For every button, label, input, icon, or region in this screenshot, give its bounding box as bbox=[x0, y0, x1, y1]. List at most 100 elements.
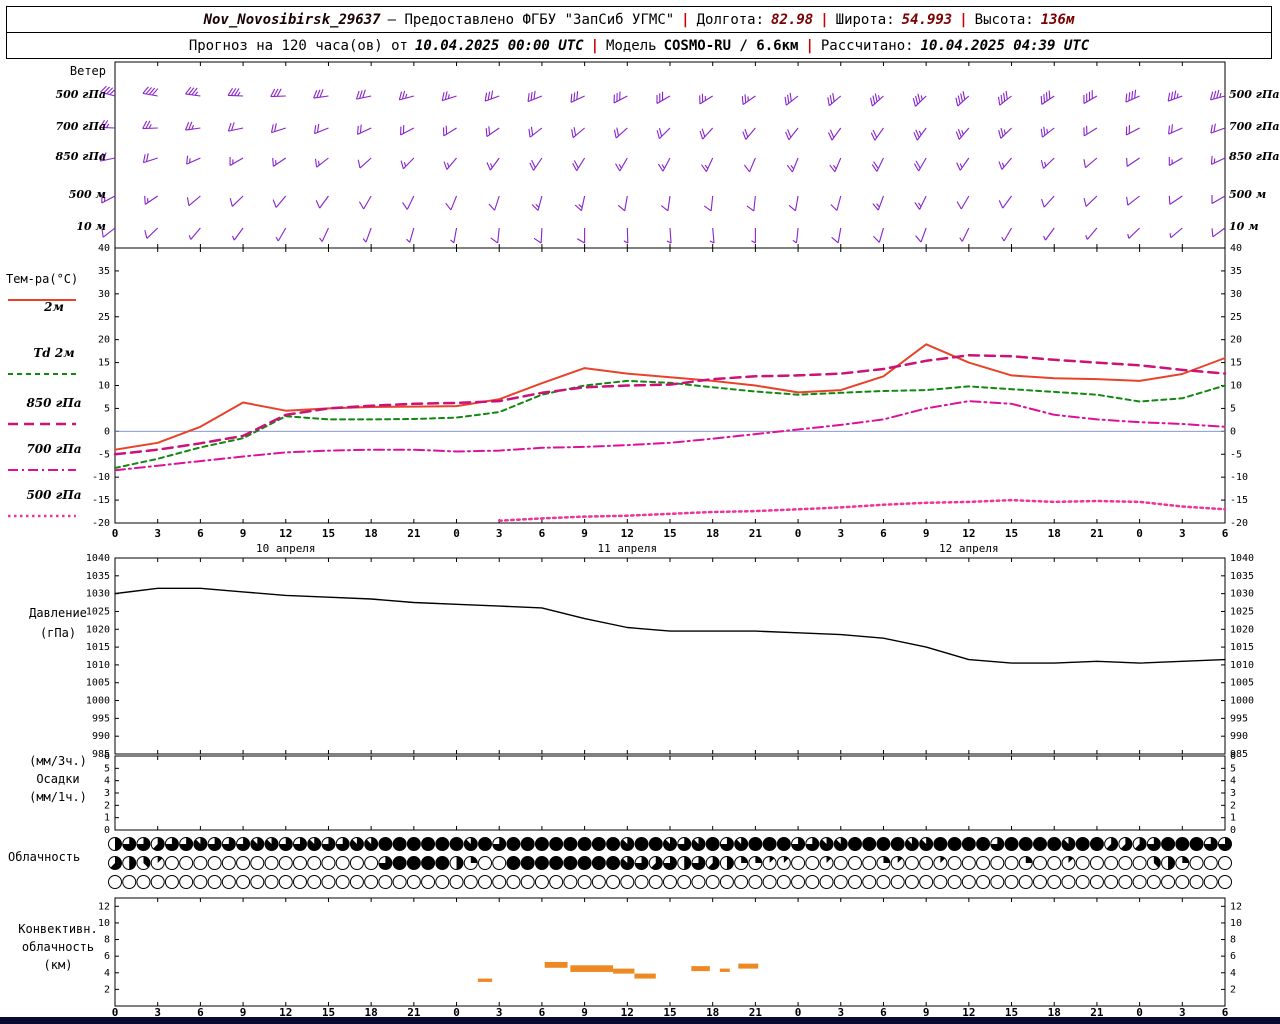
model-value: COSMO-RU / 6.6км bbox=[663, 37, 799, 54]
wind-level-label-10m-right: 10 м bbox=[1229, 220, 1259, 233]
convective-panel-title-1: Конвективн. bbox=[18, 922, 98, 936]
pressure-series bbox=[114, 587, 1226, 664]
svg-text:15: 15 bbox=[98, 358, 110, 369]
svg-text:15: 15 bbox=[1230, 358, 1242, 369]
cloud-row-0 bbox=[108, 837, 1232, 851]
precip-panel-title: Осадки bbox=[36, 772, 80, 786]
lon-label: Долгота: bbox=[696, 11, 765, 28]
svg-text:0: 0 bbox=[795, 527, 802, 540]
svg-text:21: 21 bbox=[407, 1006, 421, 1019]
forecast-time: 10.04.2025 00:00 UTC bbox=[414, 37, 584, 54]
svg-text:35: 35 bbox=[98, 266, 110, 277]
svg-text:1020: 1020 bbox=[1230, 624, 1254, 635]
lon-value: 82.98 bbox=[771, 11, 814, 28]
svg-text:10: 10 bbox=[98, 918, 110, 929]
svg-text:15: 15 bbox=[322, 527, 335, 540]
svg-text:6: 6 bbox=[539, 527, 546, 540]
svg-text:6: 6 bbox=[1230, 751, 1236, 762]
svg-text:12 апреля: 12 апреля bbox=[939, 542, 999, 555]
bottom-bar bbox=[0, 1017, 1280, 1024]
svg-text:25: 25 bbox=[1230, 312, 1242, 323]
svg-text:-20: -20 bbox=[1230, 518, 1248, 529]
svg-text:9: 9 bbox=[240, 527, 247, 540]
svg-text:-20: -20 bbox=[92, 518, 110, 529]
wind-level-label-500hpa: 500 гПа bbox=[55, 88, 107, 101]
svg-text:30: 30 bbox=[1230, 289, 1242, 300]
svg-text:10: 10 bbox=[98, 381, 110, 392]
svg-text:-5: -5 bbox=[98, 449, 110, 460]
svg-text:5: 5 bbox=[104, 403, 110, 414]
svg-text:0: 0 bbox=[1136, 527, 1143, 540]
legend-700hpa-label: 700 гПа bbox=[26, 442, 82, 456]
svg-text:0: 0 bbox=[104, 426, 110, 437]
svg-text:6: 6 bbox=[539, 1006, 546, 1019]
alt-label: Высота: bbox=[974, 11, 1034, 28]
svg-text:1: 1 bbox=[104, 813, 110, 824]
lat-label: Широта: bbox=[835, 11, 895, 28]
svg-text:1015: 1015 bbox=[86, 642, 110, 653]
svg-text:40: 40 bbox=[98, 243, 110, 254]
wind-barb-row-2 bbox=[99, 152, 1226, 173]
cloud-row-1 bbox=[108, 856, 1232, 870]
svg-text:9: 9 bbox=[923, 1006, 930, 1019]
svg-text:21: 21 bbox=[749, 1006, 763, 1019]
svg-text:3: 3 bbox=[837, 1006, 844, 1019]
svg-text:0: 0 bbox=[112, 1006, 119, 1019]
svg-text:8: 8 bbox=[104, 935, 110, 946]
svg-text:1010: 1010 bbox=[86, 660, 110, 671]
svg-text:18: 18 bbox=[706, 527, 719, 540]
svg-text:12: 12 bbox=[1230, 901, 1242, 912]
convective-panel-title-2: облачность bbox=[21, 940, 95, 954]
svg-text:0: 0 bbox=[795, 1006, 802, 1019]
wind-barb-row-1 bbox=[99, 119, 1226, 141]
svg-text:30: 30 bbox=[98, 289, 110, 300]
legend-500hpa-label: 500 гПа bbox=[26, 488, 82, 502]
separator: | bbox=[959, 11, 968, 28]
svg-text:0: 0 bbox=[453, 1006, 460, 1019]
temperature-series bbox=[113, 343, 1227, 522]
svg-text:1015: 1015 bbox=[1230, 642, 1254, 653]
svg-text:6: 6 bbox=[880, 527, 887, 540]
svg-text:2: 2 bbox=[104, 984, 110, 995]
svg-text:25: 25 bbox=[98, 312, 110, 323]
svg-text:20: 20 bbox=[1230, 335, 1242, 346]
svg-text:12: 12 bbox=[279, 527, 292, 540]
svg-text:4: 4 bbox=[1230, 776, 1236, 787]
svg-text:12: 12 bbox=[621, 527, 634, 540]
svg-text:9: 9 bbox=[923, 527, 930, 540]
legend-2m-swatch bbox=[6, 290, 78, 301]
wind-barbs bbox=[99, 85, 1226, 244]
separator: | bbox=[805, 37, 814, 54]
svg-text:990: 990 bbox=[1230, 731, 1248, 742]
wind-level-label-500m: 500 м bbox=[68, 188, 106, 201]
svg-text:8: 8 bbox=[1230, 935, 1236, 946]
svg-text:9: 9 bbox=[240, 1006, 247, 1019]
convective-unit-label: (км) bbox=[43, 958, 73, 972]
svg-text:4: 4 bbox=[104, 968, 110, 979]
svg-text:1005: 1005 bbox=[86, 678, 110, 689]
legend-500hpa-swatch bbox=[6, 506, 78, 518]
svg-text:3: 3 bbox=[1179, 527, 1186, 540]
header-line-1: Nov_Novosibirsk_29637 — Предоставлено ФГ… bbox=[6, 6, 1272, 33]
cloud-panel-title: Облачность bbox=[8, 850, 81, 864]
svg-text:15: 15 bbox=[663, 1006, 676, 1019]
svg-text:15: 15 bbox=[1005, 1006, 1018, 1019]
wind-level-label-700hpa: 700 гПа bbox=[55, 120, 107, 133]
svg-text:1020: 1020 bbox=[86, 624, 110, 635]
svg-text:3: 3 bbox=[496, 527, 503, 540]
pressure-panel-title: Давление bbox=[29, 606, 87, 620]
svg-text:6: 6 bbox=[1222, 527, 1229, 540]
svg-text:40: 40 bbox=[1230, 243, 1242, 254]
svg-text:-5: -5 bbox=[1230, 449, 1242, 460]
header-line-2: Прогноз на 120 часа(ов) от 10.04.2025 00… bbox=[6, 32, 1272, 59]
forecast-label: Прогноз на 120 часа(ов) от bbox=[188, 37, 408, 54]
svg-text:1005: 1005 bbox=[1230, 678, 1254, 689]
svg-text:11 апреля: 11 апреля bbox=[598, 542, 658, 555]
svg-text:1: 1 bbox=[1230, 813, 1236, 824]
wind-level-label-500hpa-right: 500 гПа bbox=[1229, 88, 1280, 101]
svg-text:6: 6 bbox=[1222, 1006, 1229, 1019]
svg-text:985: 985 bbox=[1230, 749, 1248, 760]
wind-barb-row-0 bbox=[100, 85, 1226, 107]
